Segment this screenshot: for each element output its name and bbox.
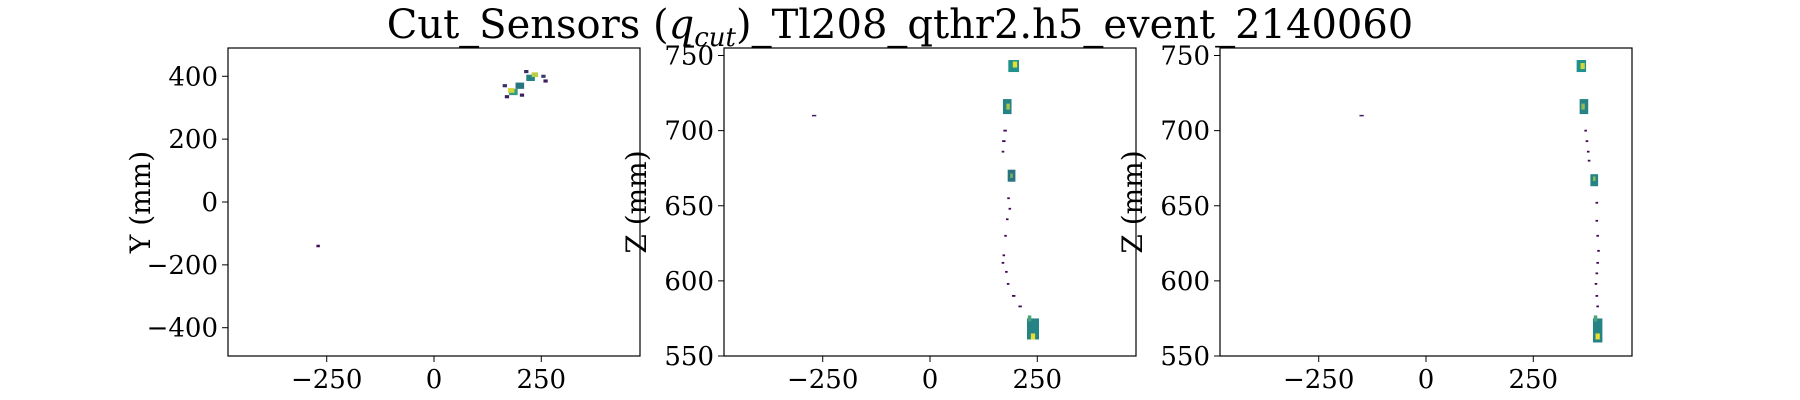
y-tick-label: 750 bbox=[664, 42, 714, 72]
heatmap-cell bbox=[1359, 114, 1364, 117]
heatmap-cells bbox=[316, 70, 548, 248]
y-axis-label: Z (mm) bbox=[1116, 150, 1149, 253]
heatmap-cell bbox=[1592, 318, 1603, 343]
heatmap-cell bbox=[508, 88, 515, 93]
heatmap-cells bbox=[811, 60, 1040, 340]
heatmap-cell bbox=[541, 74, 546, 78]
heatmap-cell bbox=[811, 114, 817, 117]
heatmap-cell bbox=[1006, 282, 1010, 285]
yz-projection-panel: −250 0 250 550 600 650 700 750 Z (mm) bbox=[1116, 42, 1633, 395]
heatmap-cell bbox=[1027, 315, 1032, 322]
figure-title: Cut_Sensors (qcut)_Tl208_qthr2.h5_event_… bbox=[387, 2, 1414, 53]
heatmap-cell bbox=[1595, 272, 1599, 275]
heatmap-cell bbox=[1595, 201, 1599, 204]
y-tick-label: 650 bbox=[1160, 192, 1210, 222]
heatmap-cell bbox=[1011, 295, 1016, 297]
heatmap-cell bbox=[1012, 61, 1018, 68]
heatmap-cell bbox=[1595, 219, 1599, 222]
x-tick-label: 0 bbox=[922, 365, 939, 395]
x-tick-label: 0 bbox=[426, 365, 443, 395]
x-tick-label: −250 bbox=[1283, 365, 1354, 395]
heatmap-cell bbox=[1005, 218, 1009, 221]
heatmap-cell bbox=[1585, 140, 1589, 143]
y-tick-label: −400 bbox=[147, 314, 218, 344]
heatmap-cell bbox=[1597, 249, 1600, 252]
heatmap-cell bbox=[1581, 103, 1585, 110]
x-tick-label: 250 bbox=[516, 365, 566, 395]
y-axis-label: Y (mm) bbox=[124, 151, 157, 254]
heatmap-cell bbox=[1596, 234, 1599, 237]
heatmap-cell bbox=[526, 74, 535, 81]
y-tick-label: 750 bbox=[1160, 42, 1210, 72]
y-tick-label: 400 bbox=[168, 62, 218, 92]
heatmap-cell bbox=[1587, 159, 1591, 162]
x-tick-label: 250 bbox=[1012, 365, 1062, 395]
heatmap-cell bbox=[1001, 150, 1005, 153]
xz-projection-panel: −250 0 250 550 600 650 700 750 Z (mm) bbox=[620, 42, 1137, 395]
heatmap-cell bbox=[1018, 305, 1022, 308]
plot-frame bbox=[227, 47, 641, 357]
y-tick-label: 600 bbox=[1160, 267, 1210, 297]
heatmap-cell bbox=[1593, 315, 1598, 322]
y-tick-label: 700 bbox=[1160, 117, 1210, 147]
heatmap-cell bbox=[543, 79, 548, 83]
heatmap-cell bbox=[1001, 261, 1005, 264]
heatmap-cell bbox=[1008, 207, 1012, 210]
plot-frame bbox=[1219, 47, 1633, 357]
y-tick-label: 700 bbox=[664, 117, 714, 147]
y-tick-label: 0 bbox=[201, 188, 218, 218]
heatmap-cell bbox=[1595, 333, 1600, 340]
heatmap-cell bbox=[1002, 140, 1006, 143]
x-tick-label: 0 bbox=[1418, 365, 1435, 395]
heatmap-cell bbox=[531, 72, 539, 78]
heatmap-cell bbox=[1596, 305, 1599, 308]
x-tick-label: −250 bbox=[291, 365, 362, 395]
y-tick-label: 650 bbox=[664, 192, 714, 222]
y-tick-label: 550 bbox=[1160, 342, 1210, 372]
heatmap-cell bbox=[1006, 103, 1010, 110]
heatmap-cell bbox=[519, 93, 525, 97]
heatmap-cell bbox=[1596, 261, 1599, 264]
heatmap-cell bbox=[1003, 129, 1007, 132]
heatmap-cell bbox=[1005, 270, 1008, 273]
heatmap-cell bbox=[316, 244, 320, 248]
heatmap-cell bbox=[524, 70, 529, 74]
heatmap-cell bbox=[1010, 173, 1013, 178]
heatmap-cell bbox=[1004, 234, 1007, 237]
y-tick-label: 600 bbox=[664, 267, 714, 297]
plot-frame bbox=[723, 47, 1137, 357]
heatmap-cells bbox=[1359, 60, 1603, 343]
heatmap-cell bbox=[504, 95, 510, 99]
xy-projection-panel: −250 0 250 −400 −200 0 200 400 Y (mm) bbox=[124, 47, 641, 395]
heatmap-cell bbox=[1584, 129, 1587, 132]
y-axis-label: Z (mm) bbox=[620, 150, 653, 253]
heatmap-cell bbox=[515, 82, 525, 89]
x-tick-label: −250 bbox=[787, 365, 858, 395]
y-tick-label: −200 bbox=[147, 251, 218, 281]
x-tick-label: 250 bbox=[1508, 365, 1558, 395]
y-tick-label: 550 bbox=[664, 342, 714, 372]
heatmap-cell bbox=[1026, 318, 1040, 340]
y-tick-label: 200 bbox=[168, 125, 218, 155]
heatmap-cell bbox=[1002, 254, 1006, 257]
heatmap-cell bbox=[1592, 176, 1596, 181]
heatmap-cell bbox=[1594, 282, 1598, 285]
heatmap-cell bbox=[1586, 150, 1590, 153]
heatmap-cell bbox=[1580, 63, 1585, 70]
heatmap-cell bbox=[502, 84, 507, 88]
heatmap-cell bbox=[1030, 333, 1036, 340]
heatmap-cell bbox=[1007, 197, 1010, 200]
heatmap-cell bbox=[1595, 295, 1599, 297]
